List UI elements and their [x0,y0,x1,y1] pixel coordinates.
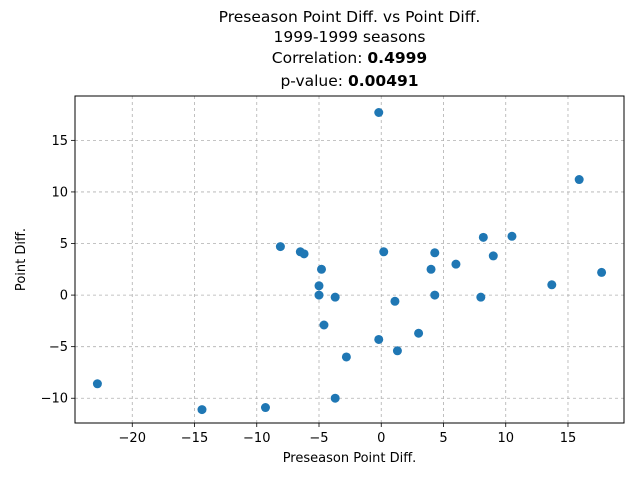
x-tick-label: 10 [497,431,514,446]
y-tick-label: 0 [60,289,68,304]
data-point [392,346,402,356]
y-tick-label: −10 [41,392,68,407]
data-point [319,320,329,330]
data-point [488,251,498,261]
data-point [476,292,486,302]
y-axis-label: Point Diff. [14,228,29,291]
data-point [507,231,517,241]
data-point [379,247,389,257]
chart-title: Preseason Point Diff. vs Point Diff. [219,8,481,26]
data-point [390,296,400,306]
data-point [341,352,351,362]
grid [75,96,624,423]
data-point [426,264,436,274]
pvalue-label: p-value: [280,72,348,90]
data-point [299,249,309,259]
data-point [478,232,488,242]
x-tick-label: 15 [560,431,577,446]
correlation-value: 0.4999 [367,49,427,67]
y-axis-ticks: −10 −5 0 5 10 15 [41,134,75,407]
correlation-label: Correlation: [272,49,368,67]
pvalue-value: 0.00491 [348,72,419,90]
x-axis-ticks: −20 −15 −10 −5 0 5 10 15 [119,423,577,446]
data-point [197,405,207,415]
data-point [316,264,326,274]
x-tick-label: −10 [243,431,270,446]
data-point [275,242,285,252]
x-tick-label: −5 [309,431,328,446]
x-tick-label: 5 [439,431,447,446]
data-point [451,259,461,269]
data-point [430,290,440,300]
x-tick-label: −20 [119,431,146,446]
data-point [547,280,557,290]
data-point [574,175,584,185]
x-tick-label: 0 [377,431,385,446]
data-point [414,328,424,338]
data-point [374,334,384,344]
data-point [330,292,340,302]
data-point [314,281,324,291]
data-point [92,379,102,389]
x-tick-label: −15 [181,431,208,446]
data-point [330,393,340,403]
data-point [314,290,324,300]
data-point [597,267,607,277]
data-point [374,108,384,118]
y-tick-label: 10 [51,185,68,200]
data-point [260,403,270,413]
pvalue-line: p-value: 0.00491 [280,72,418,90]
chart-subtitle: 1999-1999 seasons [274,28,426,46]
plot-frame [74,95,625,424]
y-tick-label: 5 [60,237,68,252]
y-tick-label: 15 [51,134,68,149]
data-point [430,248,440,258]
y-tick-label: −5 [49,340,68,355]
data-points [92,108,607,415]
correlation-line: Correlation: 0.4999 [272,49,427,67]
x-axis-label: Preseason Point Diff. [283,451,417,466]
